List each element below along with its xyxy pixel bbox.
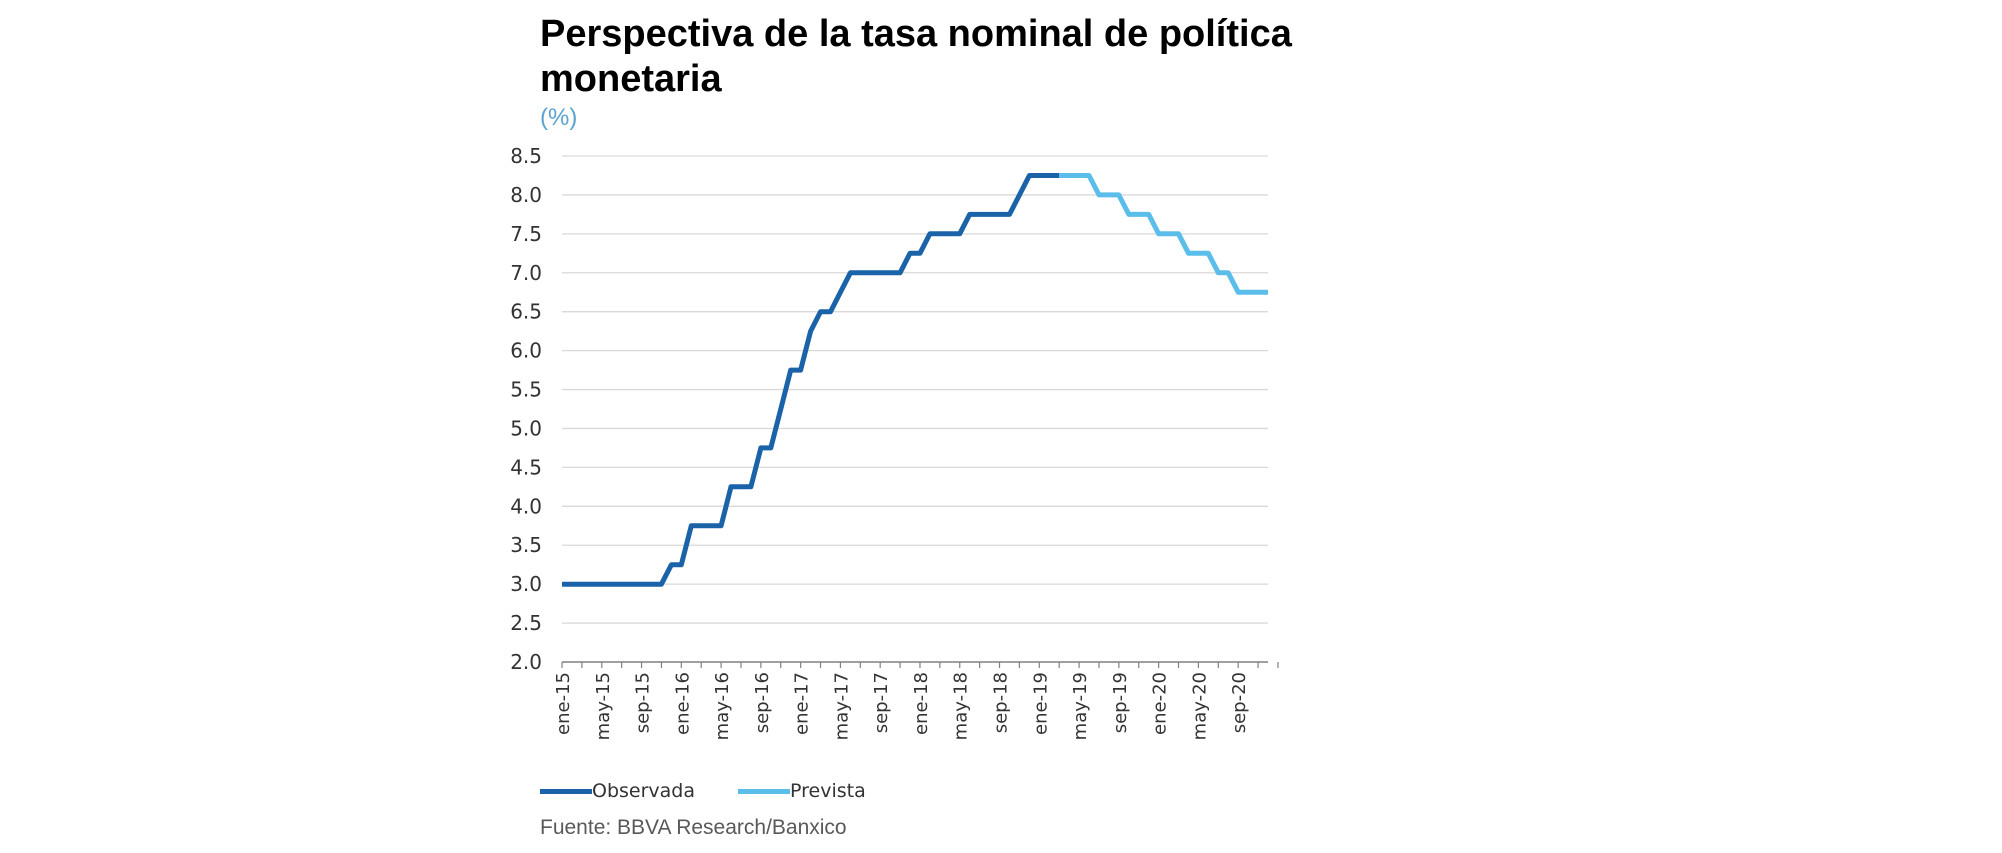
series-line-prevista xyxy=(1059,173,1268,295)
x-tick-label: sep-17 xyxy=(871,672,892,733)
x-tick-label: ene-17 xyxy=(792,672,813,735)
y-tick-label: 3.5 xyxy=(510,533,542,557)
x-tick-label: ene-16 xyxy=(672,672,693,735)
x-tick-label: may-15 xyxy=(593,672,614,740)
y-tick-label: 6.5 xyxy=(510,300,542,324)
x-tick-label: may-20 xyxy=(1189,672,1210,740)
y-tick-label: 8.0 xyxy=(510,183,542,207)
y-tick-label: 4.5 xyxy=(510,455,542,479)
legend-label-observada: Observada xyxy=(592,780,696,802)
chart-title: Perspectiva de la tasa nominal de políti… xyxy=(540,13,1292,100)
x-tick-label: sep-19 xyxy=(1110,672,1131,733)
x-tick-label: may-16 xyxy=(712,672,733,740)
x-tick-label: sep-20 xyxy=(1229,672,1250,733)
series-line-observada xyxy=(562,173,1060,587)
y-tick-label: 6.0 xyxy=(510,339,542,363)
x-tick-label: sep-18 xyxy=(991,672,1012,733)
x-tick-label: ene-19 xyxy=(1030,672,1051,735)
y-tick-label: 3.0 xyxy=(510,572,542,596)
x-tick-label: sep-16 xyxy=(752,672,773,733)
x-tick-label: sep-15 xyxy=(633,672,654,733)
x-tick-label: ene-18 xyxy=(911,672,932,735)
y-axis-unit-label: (%) xyxy=(540,104,578,131)
y-tick-label: 2.5 xyxy=(510,611,542,635)
x-tick-label: ene-15 xyxy=(553,672,574,735)
y-tick-label: 8.5 xyxy=(510,144,542,168)
x-axis: ene-15 may-15 sep-15 ene-16 may-16 sep-16 ene-… xyxy=(553,661,1279,740)
y-tick-label: 4.0 xyxy=(510,494,542,518)
series-lines xyxy=(562,173,1268,587)
x-tick-label: may-18 xyxy=(951,672,972,740)
y-tick-label: 5.0 xyxy=(510,416,542,440)
legend-item-observada: Observada xyxy=(540,778,695,804)
x-tick-label: ene-20 xyxy=(1150,672,1171,735)
x-tick-label: may-17 xyxy=(831,672,852,740)
y-axis-ticks: 8.5 8.0 7.5 7.0 6.5 6.0 5.5 5.0 4.5 4.0 3.5 3.0 2.5 2… xyxy=(510,144,542,674)
x-tick-label: may-19 xyxy=(1070,672,1091,740)
source-note: Fuente: BBVA Research/Banxico xyxy=(540,816,847,839)
y-tick-label: 5.5 xyxy=(510,378,542,402)
legend-swatch-observada xyxy=(540,788,592,794)
legend-item-prevista: Prevista xyxy=(738,778,866,804)
legend-swatch-prevista xyxy=(738,788,790,794)
y-tick-label: 2.0 xyxy=(510,650,542,674)
grid-lines xyxy=(562,155,1268,624)
y-tick-label: 7.0 xyxy=(510,261,542,285)
legend-label-prevista: Prevista xyxy=(790,780,866,802)
y-tick-label: 7.5 xyxy=(510,222,542,246)
